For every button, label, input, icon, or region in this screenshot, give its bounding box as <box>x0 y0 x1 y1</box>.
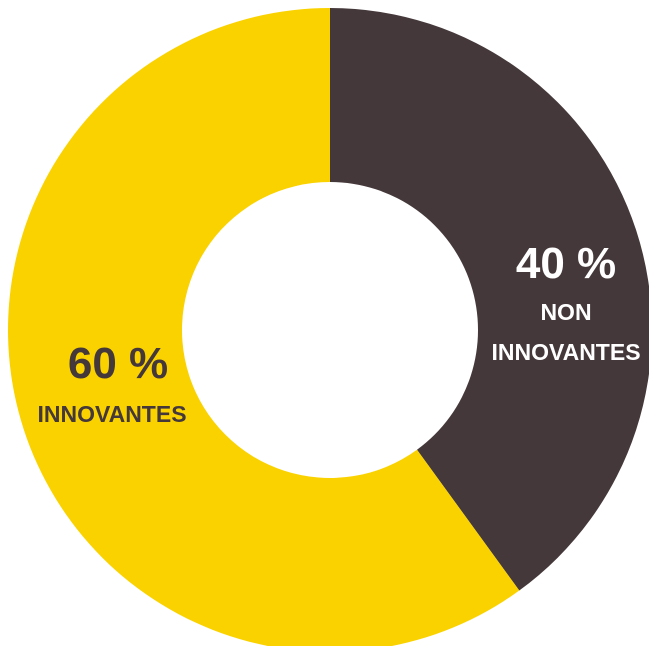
slice-label-innovantes: INNOVANTES <box>37 401 186 427</box>
slice-label-non-innovantes-line2: INNOVANTES <box>491 339 640 365</box>
slice-value-label-innovantes: 60 % <box>68 339 168 388</box>
donut-slice-innovantes <box>8 8 520 646</box>
slice-value-label-non-innovantes: 40 % <box>516 239 616 288</box>
donut-slice-non-innovantes <box>330 8 649 591</box>
slice-label-non-innovantes-line1: NON <box>540 299 591 325</box>
